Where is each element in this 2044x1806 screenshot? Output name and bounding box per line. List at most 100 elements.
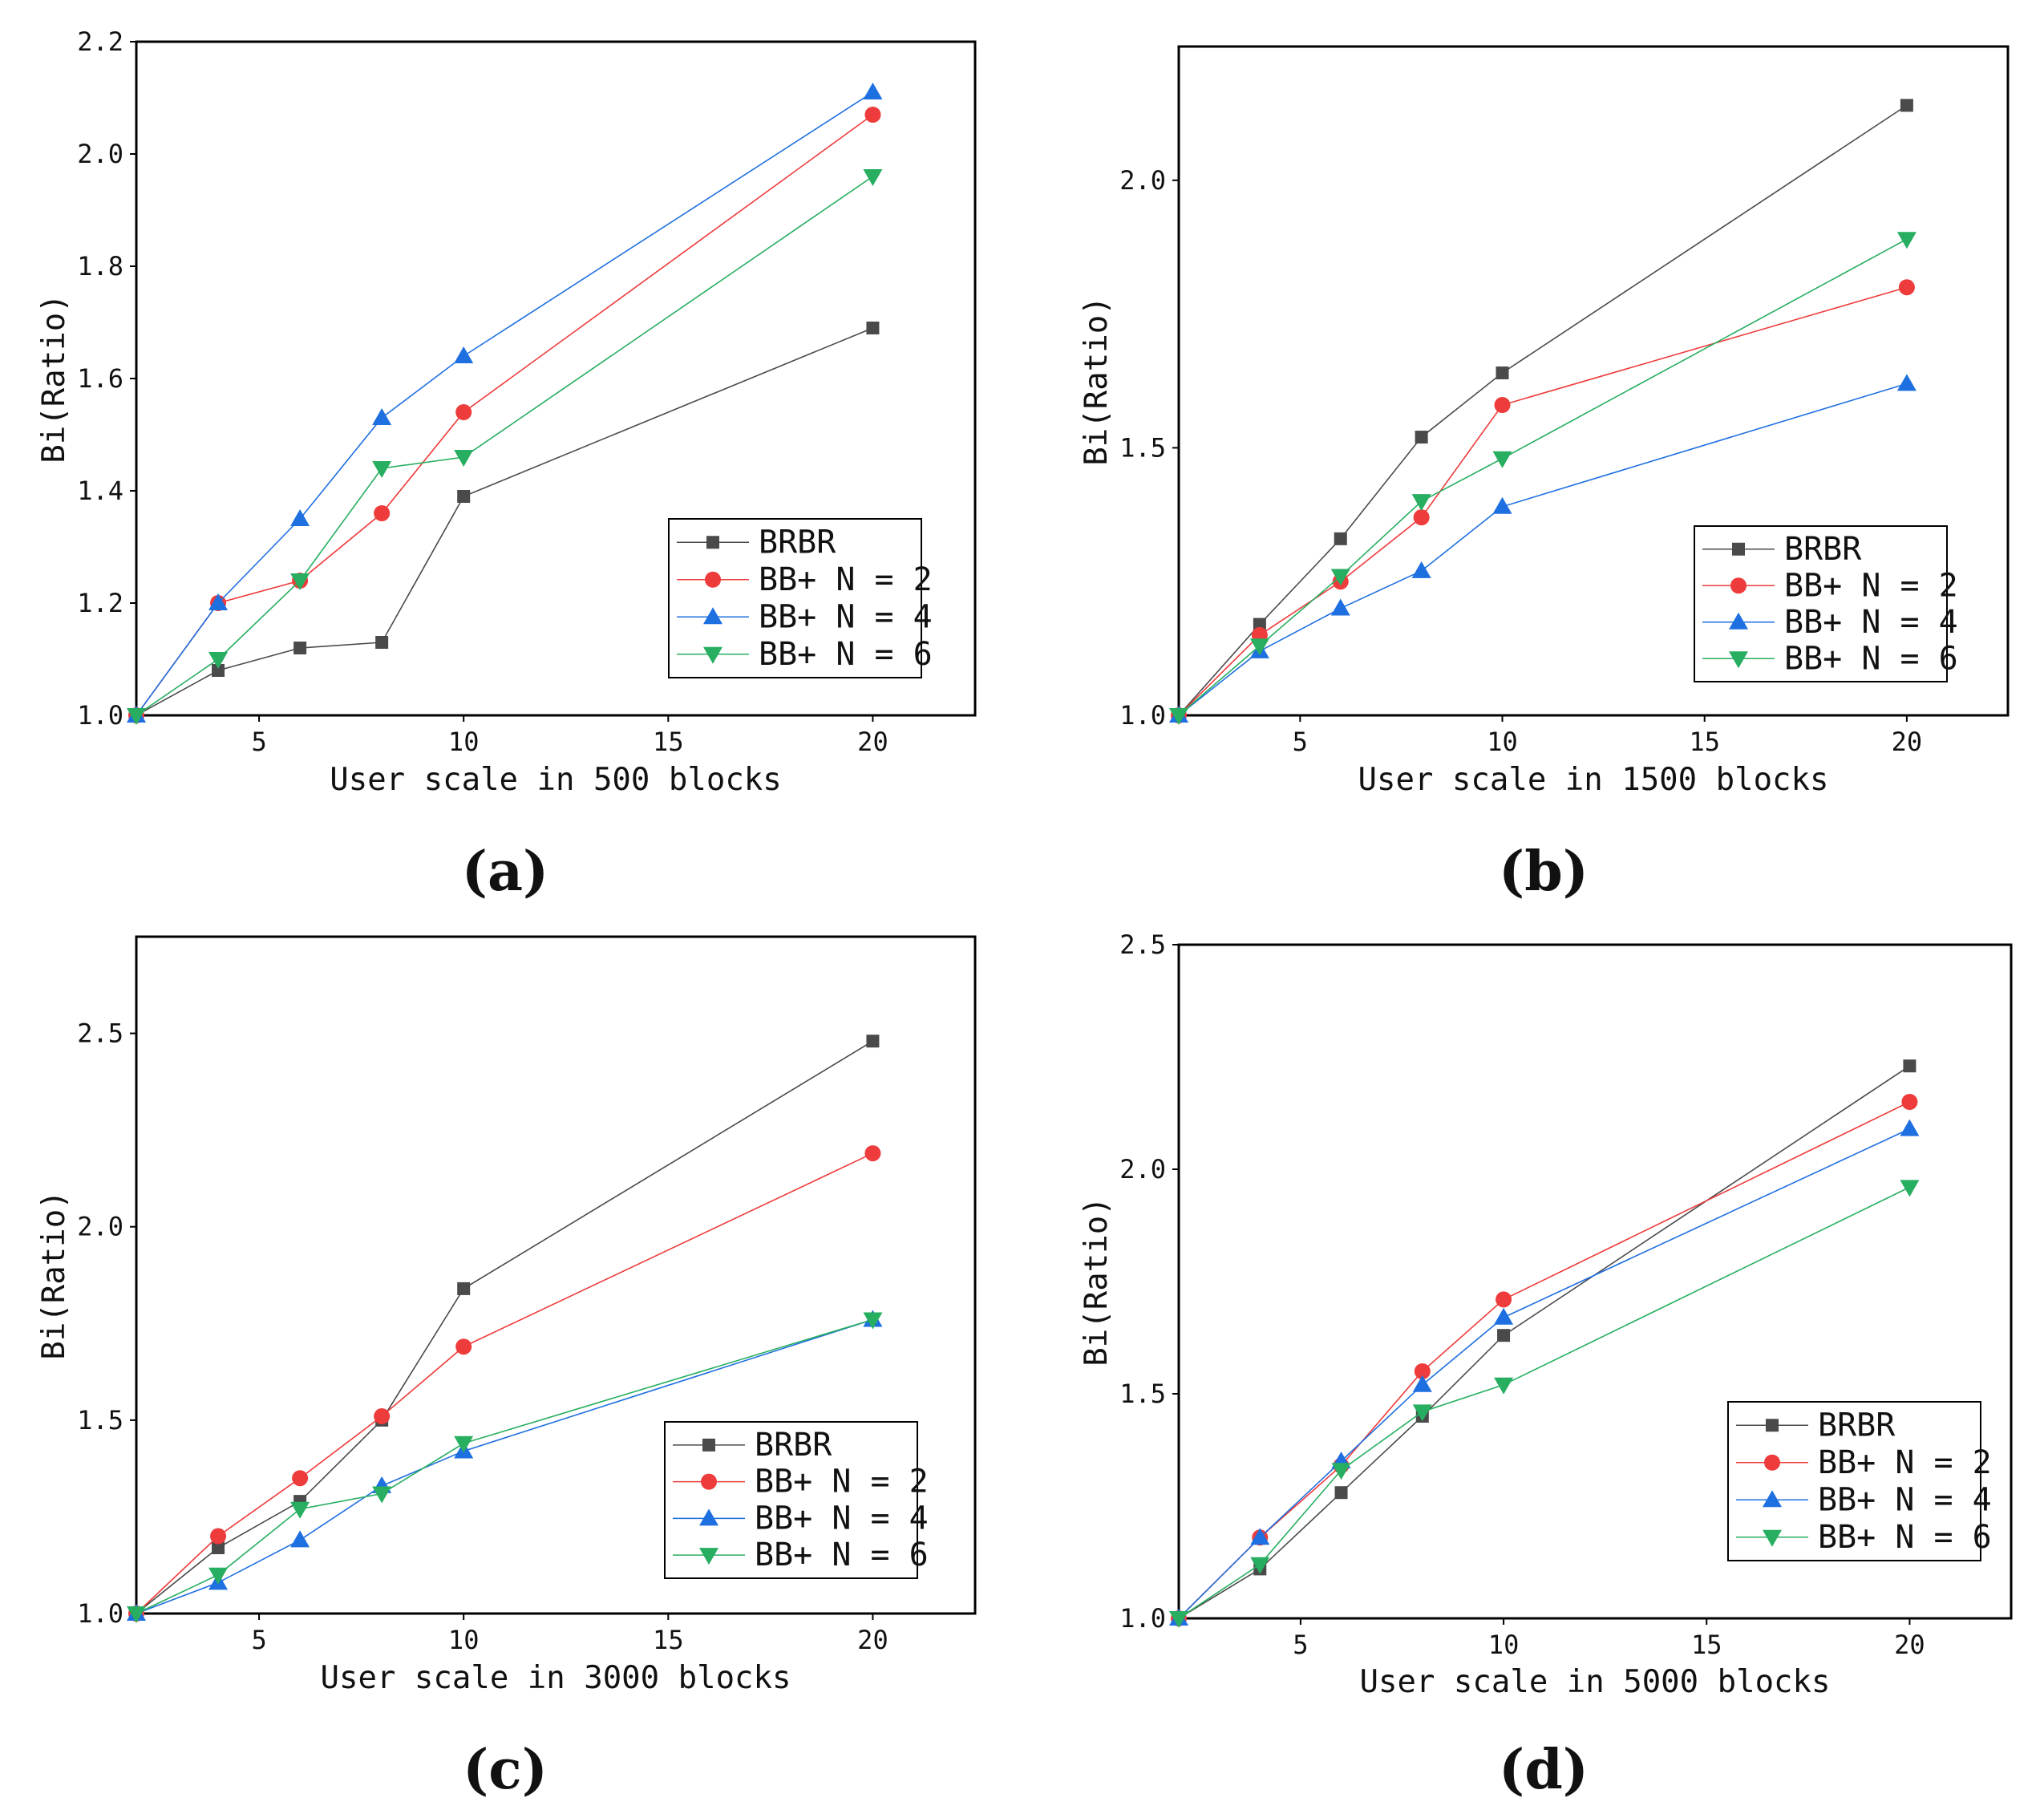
series-line-bb-n-4: [1178, 1128, 1910, 1619]
series-line-bb-n-6: [136, 176, 873, 716]
data-point-bb-n-2: [455, 404, 472, 420]
series-bb-n-4: [127, 83, 883, 723]
data-point-bb-n-2: [864, 1145, 881, 1162]
series-line-bb-n-4: [1178, 383, 1908, 716]
legend-label: BB+ N = 6: [1784, 640, 1958, 677]
y-tick-label: 2.0: [1119, 165, 1166, 196]
data-point-bb-n-2: [1494, 397, 1511, 414]
data-point-bb-n-2: [374, 505, 391, 521]
data-point-brbr: [212, 1541, 225, 1555]
y-tick-label: 1.0: [77, 700, 123, 731]
panel-caption: (d): [1499, 1738, 1589, 1802]
data-point-bb-n-4: [1896, 374, 1917, 391]
legend-item-bb-n-6: BB+ N = 6: [1736, 1519, 1992, 1556]
data-point-brbr: [1903, 1059, 1917, 1073]
series-line-brbr: [1178, 104, 1908, 716]
data-point-bb-n-2: [455, 1338, 472, 1355]
y-tick-label: 1.0: [77, 1598, 123, 1629]
data-point-brbr: [866, 1035, 880, 1048]
data-point-bb-n-4: [290, 1530, 310, 1548]
data-point-bb-n-6: [290, 1501, 310, 1519]
y-tick-label: 2.5: [1119, 929, 1166, 960]
x-axis-title: User scale in 500 blocks: [330, 762, 782, 798]
x-tick-label: 20: [1892, 727, 1923, 757]
chart-panel-d: 5 10 15 20 1.0 1.5 2.0 2.5 User scale in 5000 bl…: [1079, 929, 2013, 1802]
legend-item-brbr: BRBR: [1736, 1407, 1896, 1444]
data-point-bb-n-6: [1250, 1557, 1270, 1574]
data-point-bb-n-6: [454, 450, 474, 467]
data-point-bb-n-6: [1330, 569, 1350, 586]
legend-marker: [705, 571, 721, 588]
y-tick-label: 1.0: [1119, 700, 1166, 731]
legend-item-brbr: BRBR: [1702, 531, 1862, 568]
data-point-brbr: [1496, 366, 1509, 379]
legend-label: BB+ N = 4: [755, 1500, 929, 1537]
y-tick-label: 1.5: [1119, 432, 1166, 463]
x-tick-label: 5: [1293, 1630, 1308, 1660]
x-tick-label: 5: [1293, 727, 1308, 757]
x-tick-label: 10: [448, 727, 480, 757]
series-bb-n-6: [127, 169, 883, 725]
plot-frame: [135, 935, 977, 1615]
legend-marker: [701, 1473, 717, 1490]
legend-label: BRBR: [759, 524, 836, 561]
legend-item-bb-n-6: BB+ N = 6: [677, 636, 933, 673]
data-point-bb-n-6: [454, 1435, 474, 1453]
legend-item-bb-n-2: BB+ N = 2: [1736, 1444, 1992, 1481]
legend-marker: [1730, 577, 1747, 594]
data-point-bb-n-6: [1169, 708, 1188, 725]
data-point-bb-n-2: [1413, 509, 1430, 526]
data-point-bb-n-4: [1330, 598, 1350, 616]
data-point-bb-n-6: [208, 1567, 229, 1585]
x-tick-label: 15: [653, 727, 684, 757]
data-point-bb-n-4: [1494, 1307, 1514, 1325]
panel-caption: (c): [463, 1738, 548, 1802]
data-point-brbr: [1334, 1486, 1348, 1500]
y-tick-label: 1.5: [1119, 1379, 1166, 1409]
series-line-bb-n-2: [1178, 286, 1908, 716]
x-axis-title: User scale in 3000 blocks: [321, 1660, 791, 1696]
series-line-bb-n-4: [136, 1318, 873, 1614]
legend-item-bb-n-4: BB+ N = 4: [1702, 604, 1958, 641]
y-tick-label: 1.4: [77, 476, 123, 506]
chart-panel-b: 5 10 15 20 1.0 1.5 2.0 User scale in 1500 block…: [1079, 45, 2010, 904]
y-tick-label: 2.0: [1119, 1154, 1166, 1184]
chart-panel-c: 5 10 15 20 1.0 1.5 2.0 2.5 User scale in 3000 bl…: [36, 935, 977, 1802]
series-line-bb-n-2: [136, 1152, 873, 1614]
data-point-bb-n-6: [1494, 1377, 1514, 1395]
x-tick-label: 5: [251, 1625, 266, 1655]
legend-label: BB+ N = 2: [759, 561, 933, 598]
y-axis-title: Bi(Ratio): [1079, 296, 1115, 465]
x-tick-label: 10: [448, 1625, 480, 1655]
data-point-bb-n-6: [1411, 494, 1431, 512]
data-point-bb-n-2: [1496, 1291, 1512, 1308]
y-axis-title: Bi(Ratio): [36, 1190, 72, 1359]
data-point-bb-n-4: [454, 346, 474, 363]
x-tick-label: 5: [251, 727, 266, 757]
data-point-bb-n-4: [1492, 496, 1512, 514]
legend-marker: [1764, 1454, 1780, 1471]
data-point-bb-n-2: [292, 1470, 309, 1487]
data-point-bb-n-6: [863, 1312, 883, 1330]
legend-marker: [702, 1438, 715, 1452]
data-point-bb-n-6: [1412, 1404, 1432, 1422]
data-point-bb-n-4: [1412, 1375, 1432, 1392]
panel-caption: (a): [462, 840, 548, 904]
data-point-bb-n-6: [1900, 1180, 1920, 1197]
data-point-bb-n-2: [1414, 1363, 1431, 1379]
y-axis-title: Bi(Ratio): [36, 294, 72, 463]
series-bb-n-6: [1169, 1180, 1920, 1628]
data-point-bb-n-6: [1331, 1463, 1351, 1480]
y-tick-label: 1.8: [77, 251, 123, 281]
legend-label: BB+ N = 4: [1818, 1481, 1992, 1518]
legend-marker: [1763, 1490, 1782, 1508]
y-tick-label: 1.6: [77, 363, 123, 394]
legend-item-bb-n-6: BB+ N = 6: [673, 1537, 929, 1573]
legend-label: BB+ N = 6: [759, 636, 933, 673]
data-point-bb-n-6: [127, 1606, 146, 1623]
data-point-bb-n-6: [1896, 232, 1917, 249]
legend-label: BB+ N = 4: [1784, 604, 1958, 641]
